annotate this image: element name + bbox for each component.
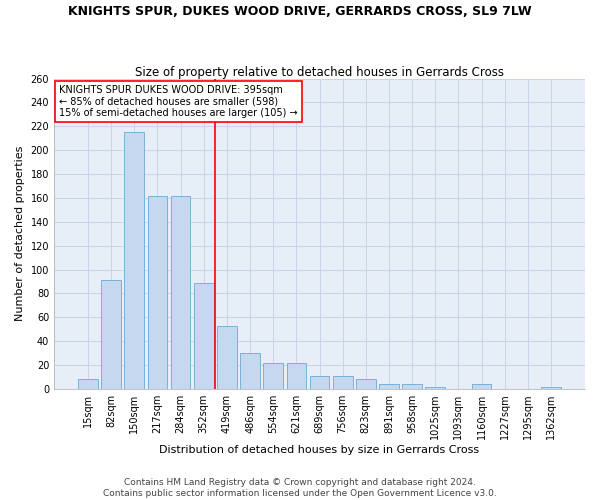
Bar	[124, 132, 144, 389]
Text: Contains HM Land Registry data © Crown copyright and database right 2024.
Contai: Contains HM Land Registry data © Crown c…	[103, 478, 497, 498]
Bar	[263, 362, 283, 389]
Bar	[379, 384, 399, 389]
Title: Size of property relative to detached houses in Gerrards Cross: Size of property relative to detached ho…	[135, 66, 504, 78]
Text: KNIGHTS SPUR DUKES WOOD DRIVE: 395sqm
← 85% of detached houses are smaller (598): KNIGHTS SPUR DUKES WOOD DRIVE: 395sqm ← …	[59, 84, 298, 118]
Bar	[78, 380, 98, 389]
X-axis label: Distribution of detached houses by size in Gerrards Cross: Distribution of detached houses by size …	[160, 445, 479, 455]
Bar	[402, 384, 422, 389]
Bar	[171, 196, 190, 389]
Bar	[333, 376, 353, 389]
Bar	[310, 376, 329, 389]
Text: KNIGHTS SPUR, DUKES WOOD DRIVE, GERRARDS CROSS, SL9 7LW: KNIGHTS SPUR, DUKES WOOD DRIVE, GERRARDS…	[68, 5, 532, 18]
Bar	[194, 282, 214, 389]
Bar	[101, 280, 121, 389]
Bar	[425, 386, 445, 389]
Bar	[472, 384, 491, 389]
Bar	[148, 196, 167, 389]
Bar	[240, 353, 260, 389]
Y-axis label: Number of detached properties: Number of detached properties	[15, 146, 25, 322]
Bar	[541, 386, 561, 389]
Bar	[356, 380, 376, 389]
Bar	[217, 326, 237, 389]
Bar	[287, 362, 306, 389]
